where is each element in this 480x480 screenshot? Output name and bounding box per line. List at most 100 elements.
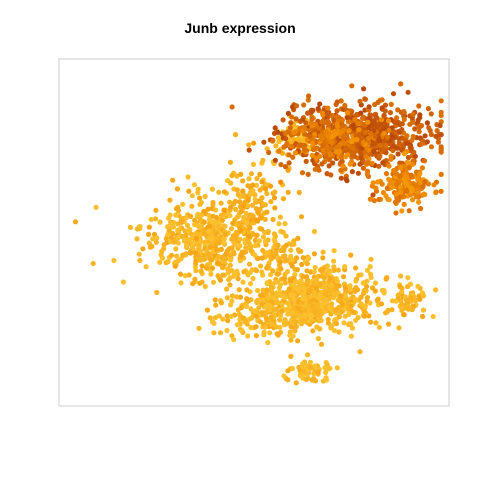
data-point: [298, 214, 305, 220]
data-point: [308, 107, 315, 113]
data-point: [204, 248, 210, 254]
data-point: [236, 287, 242, 293]
data-point: [234, 322, 240, 328]
data-point: [320, 255, 326, 261]
data-point: [150, 236, 156, 242]
data-point: [351, 125, 357, 131]
data-point: [361, 308, 367, 314]
data-point: [234, 268, 240, 274]
data-point: [398, 189, 404, 195]
data-point: [310, 328, 316, 334]
data-point: [161, 242, 167, 248]
data-point: [418, 205, 424, 212]
data-point: [166, 215, 172, 221]
data-point: [368, 319, 374, 325]
data-point: [378, 121, 384, 127]
data-point: [437, 123, 443, 129]
data-point: [364, 171, 370, 177]
data-point: [284, 140, 290, 147]
data-point: [311, 292, 317, 298]
data-point: [209, 186, 215, 192]
data-point: [357, 161, 363, 167]
data-point: [192, 217, 198, 223]
data-point: [260, 201, 267, 208]
data-point: [381, 113, 387, 119]
data-point: [305, 171, 311, 177]
data-point: [350, 309, 356, 315]
data-point: [281, 144, 287, 150]
data-point: [237, 243, 243, 249]
data-point: [386, 321, 392, 327]
data-point: [240, 193, 247, 199]
data-point: [255, 287, 261, 294]
data-point: [428, 111, 434, 117]
data-point: [422, 179, 428, 185]
data-point: [235, 307, 241, 313]
data-point: [373, 185, 379, 191]
data-point: [209, 236, 215, 243]
data-point: [417, 179, 423, 185]
data-point: [386, 127, 392, 133]
data-point: [256, 305, 262, 311]
data-point: [395, 292, 401, 298]
data-point: [153, 207, 159, 213]
data-point: [224, 327, 230, 334]
data-point: [420, 313, 426, 320]
data-point: [268, 199, 274, 205]
data-point: [268, 314, 274, 320]
data-point: [276, 289, 283, 296]
data-point: [152, 216, 159, 222]
data-point: [338, 293, 344, 299]
data-point: [307, 364, 313, 370]
data-point: [360, 139, 366, 145]
data-point: [228, 257, 234, 263]
data-point: [344, 114, 350, 120]
data-point: [315, 336, 321, 342]
data-point: [189, 234, 196, 240]
data-point: [246, 176, 252, 182]
data-point: [349, 83, 355, 89]
data-point: [269, 321, 275, 327]
data-point: [293, 129, 299, 135]
data-point: [383, 193, 389, 199]
data-point: [209, 265, 216, 271]
data-point: [438, 132, 444, 138]
data-point: [302, 307, 308, 313]
data-point: [237, 294, 244, 300]
data-point: [299, 317, 305, 324]
data-point: [398, 121, 404, 127]
data-point: [378, 142, 384, 148]
data-point: [248, 324, 254, 331]
data-point: [305, 97, 311, 103]
data-point: [303, 158, 309, 164]
data-point: [231, 251, 237, 257]
data-point: [217, 330, 224, 336]
data-point: [290, 292, 296, 298]
data-point: [355, 142, 361, 148]
data-point: [265, 228, 271, 235]
data-point: [227, 275, 233, 281]
data-point: [227, 199, 233, 205]
data-point: [216, 224, 222, 230]
data-point: [140, 246, 146, 252]
data-point: [288, 253, 294, 259]
data-point: [313, 155, 319, 161]
data-point: [253, 268, 260, 274]
data-point: [299, 170, 306, 176]
data-point: [438, 98, 444, 104]
data-point: [270, 294, 277, 300]
data-point: [234, 294, 240, 300]
data-point: [196, 232, 202, 238]
data-point: [293, 319, 299, 325]
data-point: [392, 199, 399, 205]
data-point: [329, 134, 335, 140]
data-point: [401, 176, 407, 182]
data-point: [305, 352, 311, 358]
data-point: [238, 227, 244, 234]
data-point: [271, 306, 277, 312]
data-point: [211, 219, 217, 225]
data-point: [178, 280, 184, 286]
data-point: [419, 141, 425, 147]
data-point: [201, 208, 207, 214]
data-point: [416, 103, 422, 109]
